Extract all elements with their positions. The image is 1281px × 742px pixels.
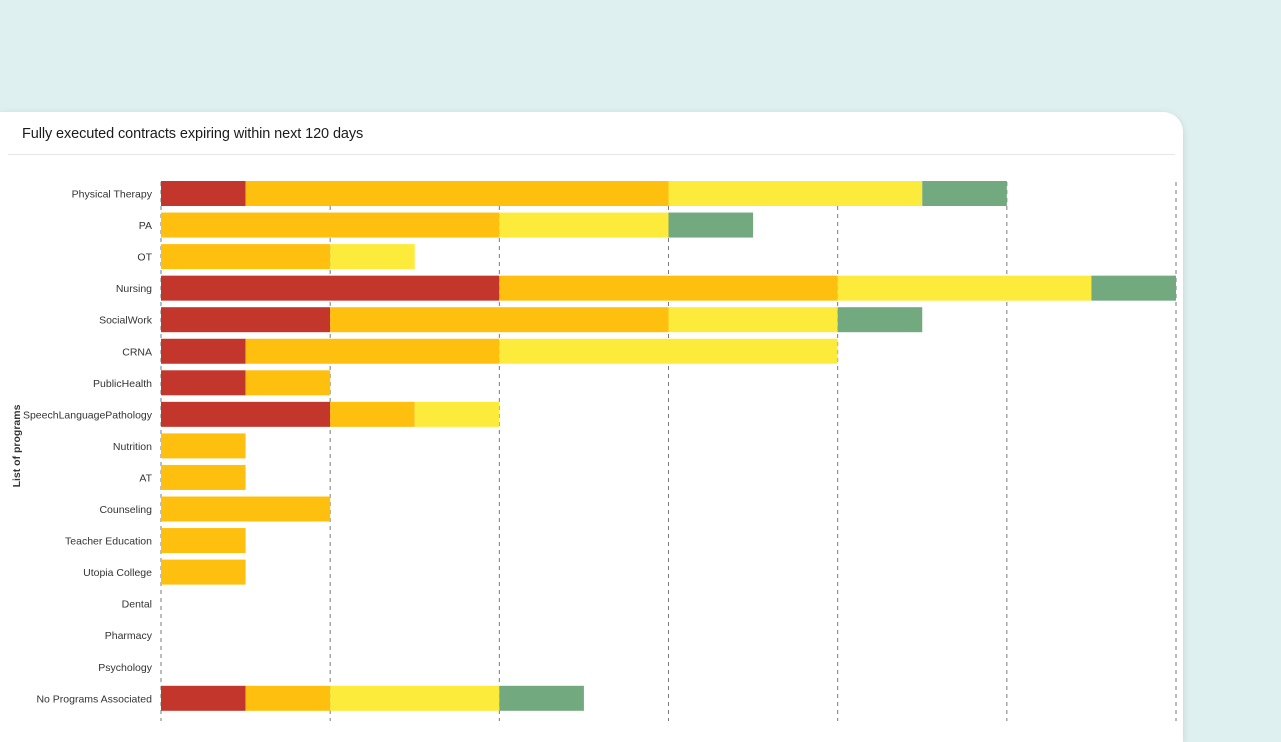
category-label: Nursing	[116, 283, 152, 295]
bar-segment[interactable]	[161, 496, 331, 522]
bar-segment[interactable]	[245, 181, 669, 206]
bar-segment[interactable]	[668, 307, 838, 333]
bar-segment[interactable]	[161, 244, 331, 270]
bar-segment[interactable]	[922, 181, 1007, 206]
bar-segment[interactable]	[161, 433, 246, 459]
category-label: PublicHealth	[93, 378, 152, 390]
bar-segment[interactable]	[1091, 275, 1176, 301]
category-label: Counseling	[99, 504, 152, 516]
bar-segment[interactable]	[837, 275, 1092, 301]
category-label: PA	[139, 220, 152, 232]
gridlines	[160, 182, 1177, 721]
bar-segment[interactable]	[161, 338, 246, 364]
category-label: Dental	[122, 599, 152, 611]
bar-segment[interactable]	[499, 212, 669, 238]
bar-segments	[161, 181, 1176, 711]
category-label: Pharmacy	[105, 630, 153, 642]
bar-segment[interactable]	[161, 370, 246, 396]
bar-segment[interactable]	[330, 244, 415, 270]
bar-segment[interactable]	[668, 181, 923, 206]
category-label: CRNA	[122, 346, 152, 358]
bar-segment[interactable]	[837, 307, 923, 333]
y-axis-label: List of programs	[11, 404, 23, 487]
category-label: Physical Therapy	[72, 189, 153, 201]
category-label: SpeechLanguagePathology	[23, 409, 153, 421]
category-label: Teacher Education	[65, 536, 152, 548]
bar-segment[interactable]	[161, 181, 246, 206]
bar-segment[interactable]	[245, 370, 331, 396]
bar-segment[interactable]	[245, 338, 500, 364]
stacked-bar-chart: Physical Therapy PA OT Nursing SocialWork CRN…	[11, 181, 1177, 721]
bar-segment[interactable]	[668, 212, 754, 238]
bar-segment[interactable]	[161, 464, 246, 490]
category-label: No Programs Associated	[36, 693, 152, 705]
bar-segment[interactable]	[161, 559, 246, 585]
bar-segment[interactable]	[330, 685, 500, 711]
bar-segment[interactable]	[245, 685, 331, 711]
category-label: Psychology	[98, 662, 152, 674]
bar-segment[interactable]	[330, 401, 415, 427]
bar-segment[interactable]	[414, 401, 500, 427]
category-label: Nutrition	[113, 441, 152, 453]
category-label: OT	[137, 252, 152, 264]
category-labels: Physical Therapy PA OT Nursing SocialWork CRN…	[23, 189, 153, 706]
bar-segment[interactable]	[499, 338, 838, 364]
bar-segment[interactable]	[161, 275, 500, 301]
bar-segment[interactable]	[161, 528, 246, 554]
bar-segment[interactable]	[161, 685, 246, 711]
bar-segment[interactable]	[161, 212, 500, 238]
bar-segment[interactable]	[499, 275, 838, 301]
bar-segment[interactable]	[161, 401, 331, 427]
bar-segment[interactable]	[499, 685, 584, 711]
bar-segment[interactable]	[330, 307, 669, 333]
card-header: Fully executed contracts expiring within…	[8, 112, 1175, 155]
category-label: AT	[139, 472, 152, 484]
chart-title: Fully executed contracts expiring within…	[22, 126, 364, 142]
bar-segment[interactable]	[161, 307, 331, 333]
category-label: Utopia College	[83, 567, 152, 579]
category-label: SocialWork	[99, 315, 153, 327]
